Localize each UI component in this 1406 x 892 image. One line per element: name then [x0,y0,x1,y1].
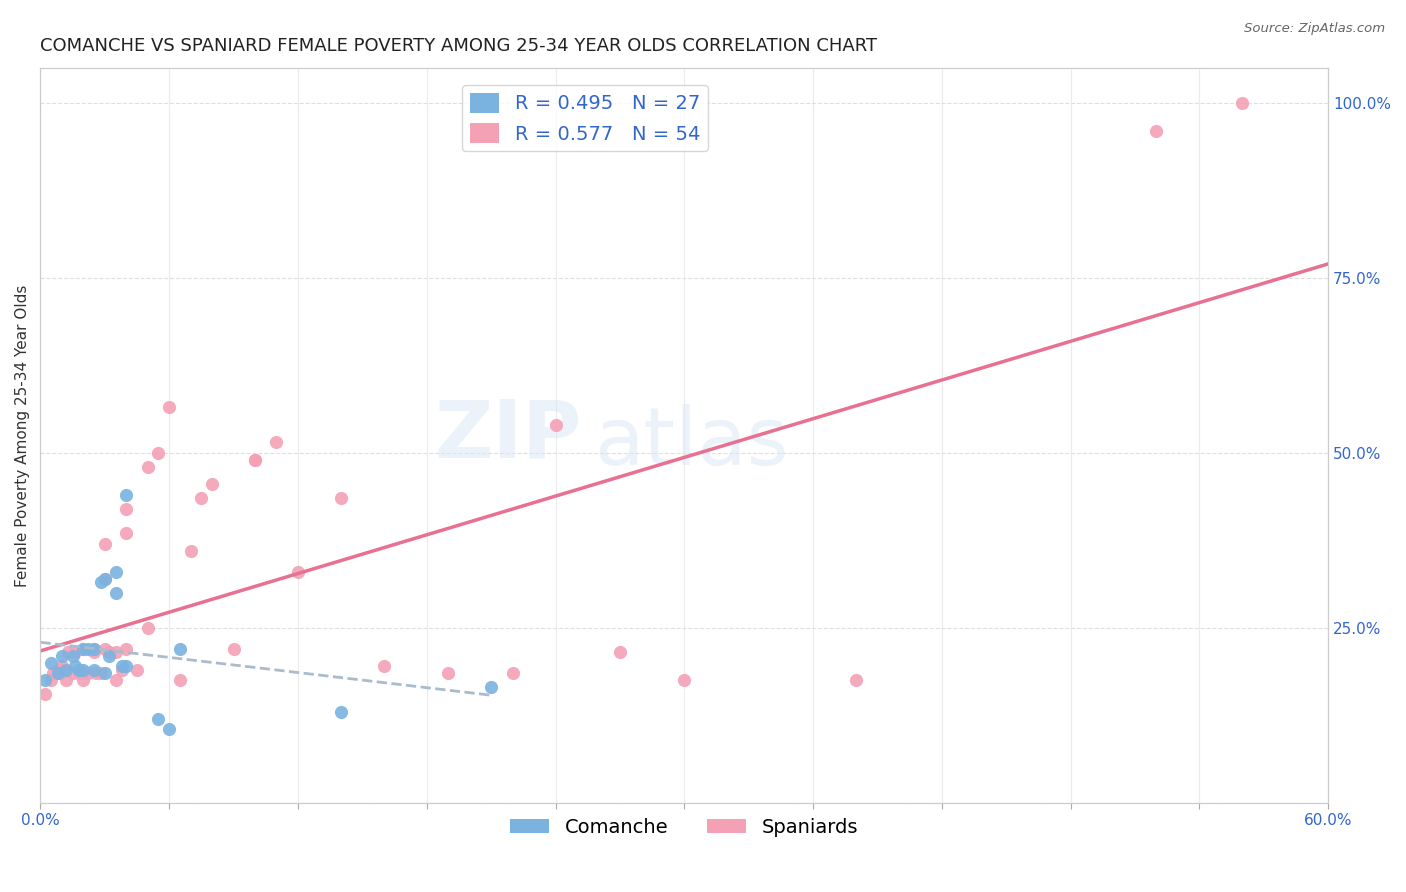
Point [266,435,288,450]
Point [243,453,266,467]
Y-axis label: Female Poverty Among 25-34 Year Olds: Female Poverty Among 25-34 Year Olds [15,285,30,587]
Text: COMANCHE VS SPANIARD FEMALE POVERTY AMONG 25-34 YEAR OLDS CORRELATION CHART: COMANCHE VS SPANIARD FEMALE POVERTY AMON… [41,37,877,55]
Point [84,666,107,681]
Point [115,642,138,657]
Point [104,645,127,659]
Point [94,572,117,586]
Point [157,723,180,737]
Point [42,666,65,681]
Point [125,663,148,677]
Point [72,663,94,677]
Point [63,645,86,659]
Point [62,666,84,681]
Point [115,659,138,673]
Point [83,642,105,657]
Point [83,663,105,677]
Point [502,666,524,681]
Point [72,673,94,688]
Point [94,537,117,551]
Point [83,642,105,657]
Point [39,656,62,670]
Point [104,586,127,600]
Point [111,663,134,677]
Point [115,502,138,516]
Point [104,565,127,579]
Point [479,681,502,695]
Point [287,565,309,579]
Point [373,659,395,673]
Point [72,642,94,657]
Point [51,659,73,673]
Point [63,659,86,673]
Point [94,572,117,586]
Point [201,477,224,491]
Point [67,663,90,677]
Point [83,645,105,659]
Legend: Comanche, Spaniards: Comanche, Spaniards [502,810,866,845]
Point [845,673,868,688]
Point [62,648,84,663]
Point [180,544,202,558]
Text: atlas: atlas [595,404,789,482]
Point [89,666,111,681]
Point [1232,95,1254,110]
Text: ZIP: ZIP [434,396,581,475]
Point [46,666,69,681]
Point [609,645,631,659]
Point [34,688,56,702]
Point [67,666,90,681]
Point [437,666,460,681]
Point [243,453,266,467]
Point [58,645,80,659]
Point [222,642,245,657]
Point [51,648,73,663]
Point [76,666,98,681]
Point [169,673,191,688]
Point [89,575,111,590]
Point [48,666,70,681]
Point [329,705,352,719]
Point [72,666,94,681]
Point [136,460,159,475]
Point [94,642,117,657]
Point [98,648,121,663]
Point [157,401,180,415]
Point [544,417,567,432]
Point [72,642,94,657]
Point [148,446,170,460]
Point [136,621,159,635]
Point [104,673,127,688]
Point [51,663,73,677]
Point [94,666,117,681]
Point [673,673,696,688]
Point [34,673,56,688]
Point [329,491,352,506]
Text: Source: ZipAtlas.com: Source: ZipAtlas.com [1244,22,1385,36]
Point [46,663,69,677]
Point [115,526,138,541]
Point [111,659,134,673]
Point [39,673,62,688]
Point [115,488,138,502]
Point [1146,124,1168,138]
Point [55,673,77,688]
Point [55,663,77,677]
Point [98,645,121,659]
Point [148,712,170,726]
Point [76,642,98,657]
Point [169,642,191,657]
Point [190,491,212,506]
